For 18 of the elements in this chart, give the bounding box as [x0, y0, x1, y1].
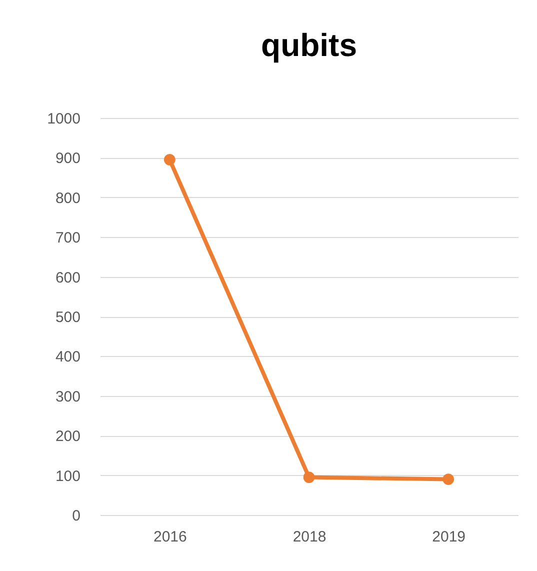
y-tick-label: 200 [55, 428, 80, 446]
point [164, 154, 176, 166]
y-tick-label: 300 [55, 388, 80, 406]
x-tick-label: 2016 [153, 528, 187, 546]
y-tick-label: 600 [55, 269, 80, 286]
y-tick-label: 700 [55, 230, 80, 247]
x-tick-label: 2019 [432, 528, 466, 546]
y-tick-label: 500 [55, 309, 80, 326]
y-tick-label: 400 [55, 348, 80, 366]
y-tick-label: 900 [55, 150, 80, 168]
point [303, 472, 315, 483]
y-tick-label: 1000 [47, 110, 80, 128]
y-tick-label: 0 [72, 508, 80, 524]
y-tick-label: 800 [55, 190, 80, 207]
chart-title: qubits [261, 27, 357, 63]
x-tick-label: 2018 [292, 528, 326, 546]
point [442, 474, 454, 485]
y-tick-label: 100 [55, 468, 80, 485]
